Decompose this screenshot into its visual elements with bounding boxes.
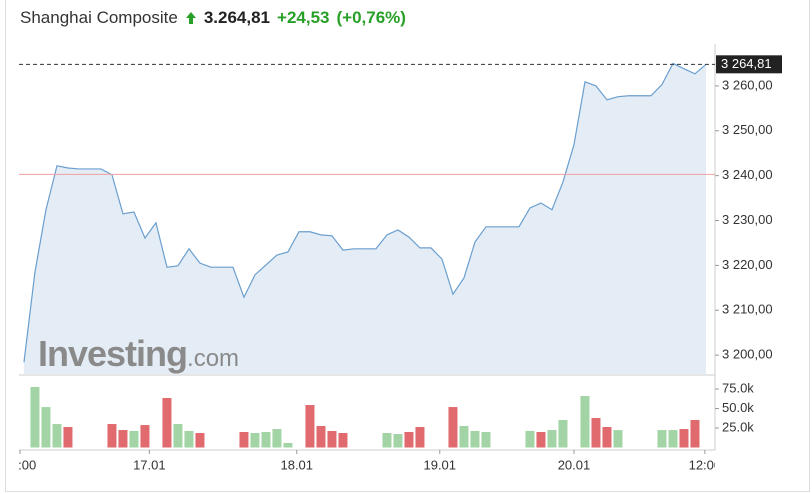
volume-bar (536, 431, 546, 448)
x-tick-label: 17.01 (133, 457, 166, 472)
last-price-label: 3 264,81 (721, 56, 772, 71)
y-tick-label: 3 200,00 (722, 347, 773, 362)
price-line (23, 62, 707, 363)
x-tick-label: 18.01 (280, 457, 313, 472)
watermark-suffix: .com (187, 345, 239, 372)
index-name: Shanghai Composite (20, 8, 178, 27)
y-tick-label: 3 240,00 (722, 167, 773, 182)
volume-bar (272, 429, 282, 448)
volume-bar (140, 425, 150, 448)
volume-bar (470, 430, 480, 448)
volume-tick-label: 50.0k (722, 400, 754, 415)
y-tick-label: 3 250,00 (722, 122, 773, 137)
volume-bar (580, 396, 590, 448)
volume-bar (690, 419, 700, 448)
y-tick-label: 3 260,00 (722, 77, 773, 92)
x-axis: 16:00 17.01 18.01 19.01 20.01 12:00 (4, 450, 722, 472)
header: Shanghai Composite 3.264,81 +24,53 (+0,7… (20, 8, 406, 28)
volume-bar (338, 433, 348, 448)
volume-bar (382, 433, 392, 448)
volume-bar (415, 426, 425, 448)
volume-bar (327, 430, 337, 448)
y-tick-label: 3 220,00 (722, 257, 773, 272)
volume-bar (107, 424, 117, 448)
volume-bar (184, 430, 194, 448)
y-tick-label: 3 210,00 (722, 302, 773, 317)
volume-bar (393, 434, 403, 448)
volume-bar (558, 419, 568, 448)
volume-tick-label: 75.0k (722, 380, 754, 395)
x-tick-label: 12:00 (689, 457, 722, 472)
index-change: +24,53 (277, 8, 330, 27)
watermark-brand: Investing (38, 333, 187, 374)
volume-bar (63, 426, 73, 448)
volume-bar (448, 407, 458, 448)
volume-bar (305, 405, 315, 448)
volume-tick-label: 25.0k (722, 419, 754, 434)
x-tick-label: 16:00 (4, 457, 37, 472)
volume-bar (404, 431, 414, 448)
widget-frame (5, 0, 810, 492)
volume-bar (261, 431, 271, 448)
volume-bar (316, 425, 326, 448)
index-price: 3.264,81 (203, 8, 271, 27)
volume-bar (41, 407, 51, 448)
y-tick-label: 3 230,00 (722, 212, 773, 227)
volume-bar (195, 433, 205, 448)
up-arrow (185, 12, 196, 24)
volume-bar (118, 430, 128, 448)
volume-bar (602, 426, 612, 448)
x-tick-label: 20.01 (558, 457, 591, 472)
volume-bar (173, 424, 183, 448)
volume-bar (250, 433, 260, 448)
volume-bar (30, 387, 40, 448)
last-price-box (716, 55, 782, 74)
watermark: Investing.com (38, 333, 239, 374)
volume-bar (668, 430, 678, 448)
area-fill (23, 63, 706, 374)
volume-bar (679, 429, 689, 448)
volume-bar (162, 397, 172, 448)
volume-bar (613, 430, 623, 448)
volume-bar (481, 431, 491, 448)
volume-bar (547, 430, 557, 448)
volume-bar (591, 418, 601, 448)
x-tick-label: 19.01 (423, 457, 456, 472)
volume-bar (459, 425, 469, 448)
index-change-pct: (+0,76%) (336, 8, 406, 27)
volume-bar (52, 424, 62, 448)
volume-bar (129, 430, 139, 448)
volume-bar (283, 442, 293, 448)
volume-bar (239, 431, 249, 448)
volume-bar (657, 430, 667, 448)
volume-bar (525, 430, 535, 448)
